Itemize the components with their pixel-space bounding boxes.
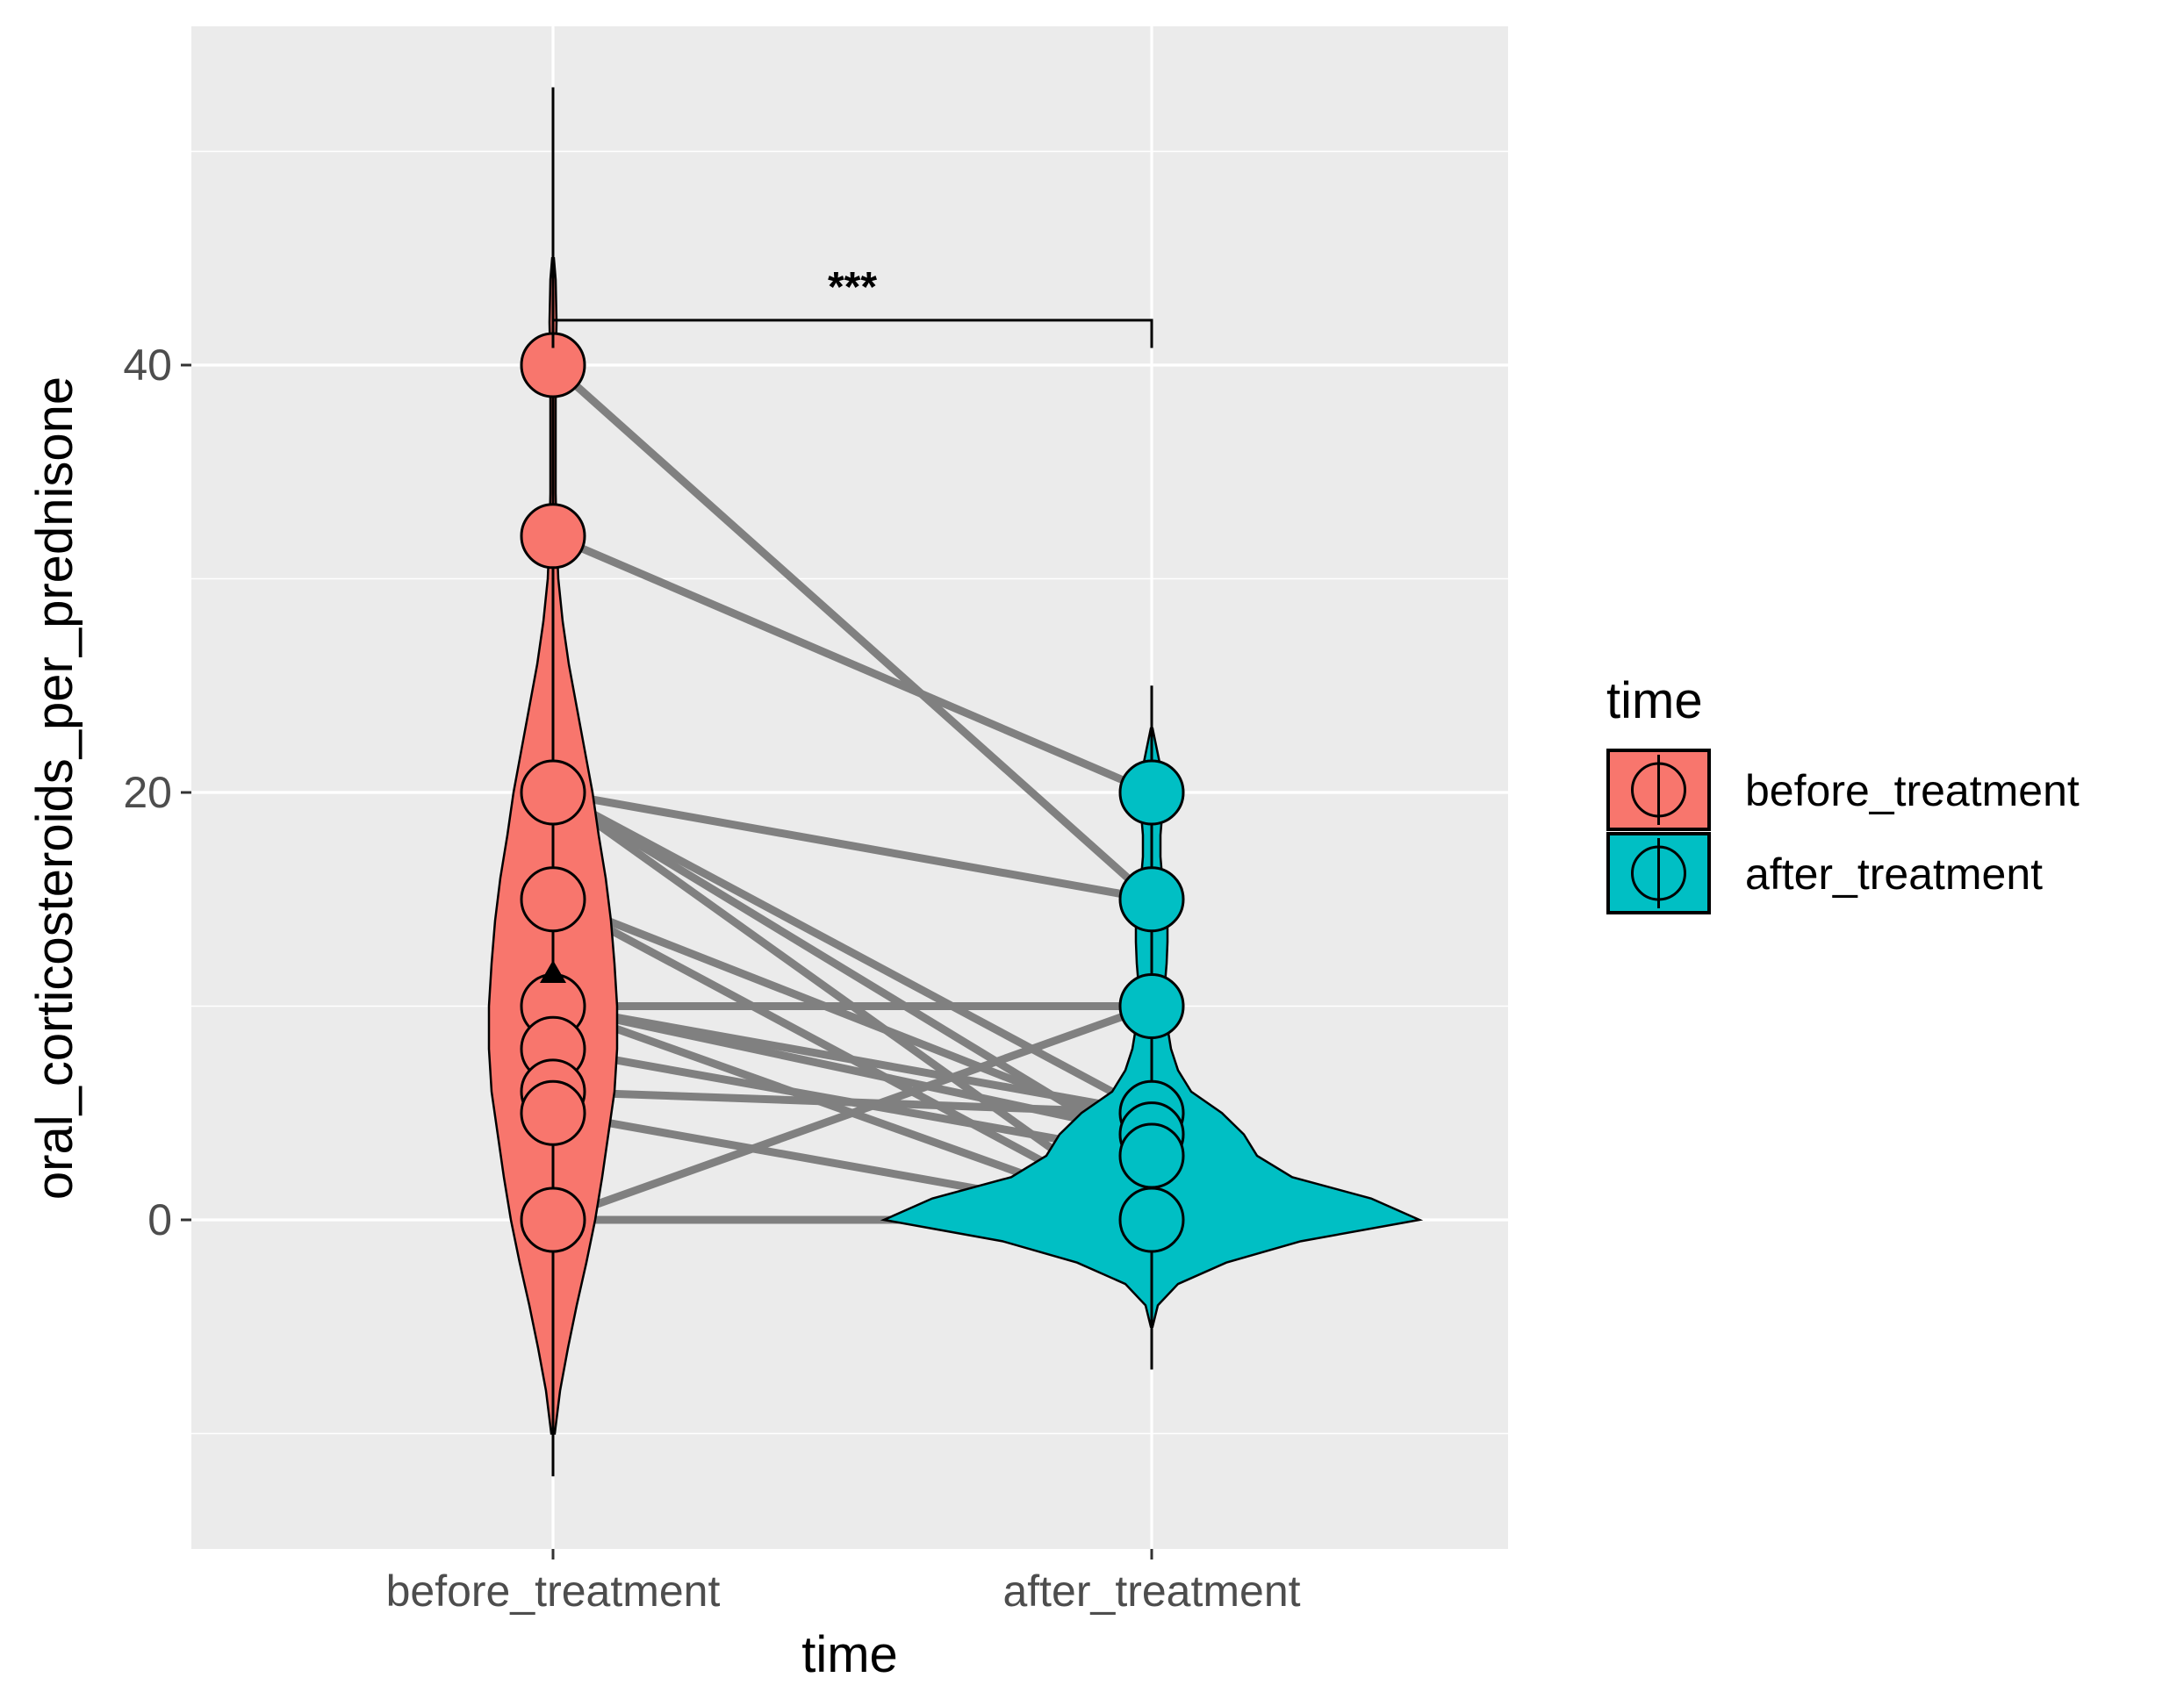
significance-bracket (551, 319, 1153, 348)
paired-lines-layer (550, 362, 1154, 1224)
y-tick-label: 20 (123, 768, 172, 817)
x-tick-label: before_treatment (386, 1567, 721, 1616)
legend-item-before-treatment: before_treatment (1606, 749, 2080, 831)
legend-label-after-treatment: after_treatment (1745, 850, 2043, 899)
y-tick-label: 0 (147, 1195, 172, 1244)
paired-line (552, 788, 1153, 904)
data-point-after_treatment (1118, 1187, 1185, 1253)
x-tick-label: after_treatment (1002, 1567, 1300, 1616)
paired-line (550, 789, 1154, 1117)
y-axis-title: oral_corticosteroids_per_prednisone (26, 376, 83, 1200)
significance-label: *** (828, 264, 877, 311)
y-tick-label: 40 (123, 341, 172, 390)
axes: 0 20 40 before_treatment after_treatment (123, 341, 1300, 1616)
mean-marker-before_treatment (540, 959, 566, 983)
paired-line (550, 362, 1154, 903)
legend-label-before-treatment: before_treatment (1745, 766, 2080, 815)
data-point-before_treatment (520, 1187, 586, 1253)
legend-item-after-treatment: after_treatment (1606, 832, 2043, 914)
data-point-after_treatment (1118, 759, 1185, 826)
paired-line (551, 1002, 1153, 1224)
data-point-after_treatment (1118, 866, 1185, 933)
plot-panel (191, 26, 1508, 1549)
x-axis-title: time (801, 1626, 898, 1683)
data-point-before_treatment (520, 1079, 586, 1146)
legend-title: time (1606, 672, 1703, 729)
points-layer (520, 332, 1185, 1253)
significance-annotation: *** (551, 264, 1153, 348)
legend: time before_treatment after_treatment (1606, 672, 2080, 914)
data-point-before_treatment (520, 503, 586, 570)
data-point-after_treatment (1118, 973, 1185, 1039)
data-point-before_treatment (520, 759, 586, 826)
data-point-after_treatment (1118, 1122, 1185, 1189)
data-point-before_treatment (520, 866, 586, 933)
paired-line (551, 532, 1153, 797)
paired-line (552, 1087, 1153, 1117)
